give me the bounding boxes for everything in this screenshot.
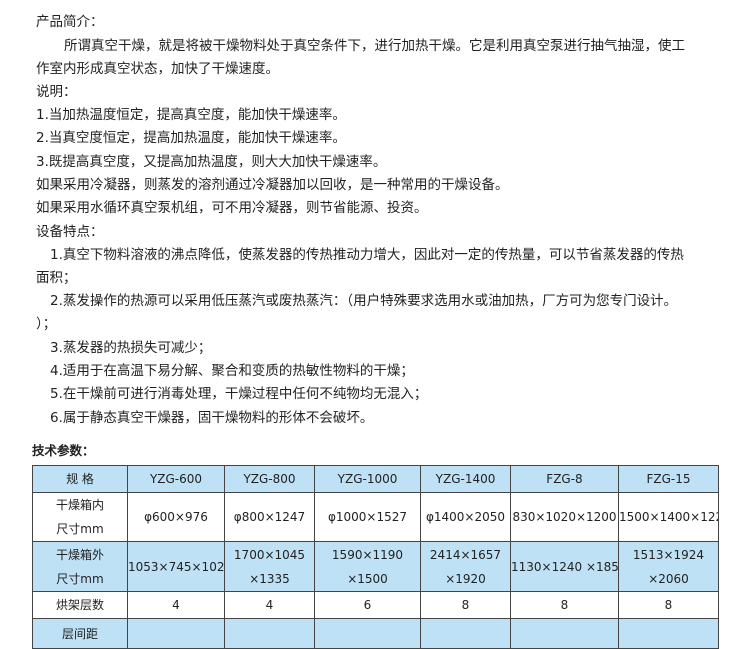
value-cell: 1053×745×1020 <box>127 541 225 592</box>
header-cell: YZG-800 <box>224 465 315 493</box>
intro-paragraph-line: 作室内形成真空状态，加快了干燥速度。 <box>36 61 279 77</box>
value-line: ×1920 <box>445 571 486 586</box>
value-cell <box>618 618 719 649</box>
row-label-cell: 烘架层数 <box>32 591 128 619</box>
value-line: 1700×1045 <box>233 547 306 562</box>
header-cell: FZG-15 <box>618 465 719 493</box>
note-item: 1.当加热温度恒定，提高真空度，能加快干燥速率。 <box>36 107 346 123</box>
note-item: 2.当真空度恒定，提高加热温度，能加快干燥速率。 <box>36 130 346 146</box>
table-header-row: 规 格 YZG-600 YZG-800 YZG-1000 YZG-1400 FZG-8 FZ… <box>32 465 719 493</box>
value-line: φ1400×2050 <box>425 510 506 524</box>
value-cell: φ1000×1527 <box>314 492 421 542</box>
value-cell: 1500×1400×1220 <box>618 492 719 542</box>
value-line: 1590×1190 <box>331 547 404 562</box>
value-cell: 4 <box>224 591 315 619</box>
note-item: 如果采用冷凝器，则蒸发的溶剂通过冷凝器加以回收，是一种常用的干燥设备。 <box>36 177 509 193</box>
value-cell: 1700×1045 ×1335 <box>224 541 315 592</box>
value-cell: 4 <box>127 591 225 619</box>
row-label-cell: 层间距 <box>32 618 128 649</box>
value-cell: 2414×1657 ×1920 <box>420 541 511 592</box>
value-line: ×1335 <box>249 571 290 586</box>
row-label: 层间距 <box>61 626 98 641</box>
value-line: 1130×1240 ×1850 <box>511 559 619 574</box>
header-cell: YZG-1000 <box>314 465 421 493</box>
table-row: 干燥箱外 尺寸mm 1053×745×1020 1700×1045 ×1335 1590×… <box>32 541 719 592</box>
value-cell: φ800×1247 <box>224 492 315 542</box>
value-line: ×2060 <box>648 571 689 586</box>
feature-line: 面积； <box>36 270 77 286</box>
table-row: 干燥箱内尺寸mm φ600×976 φ800×1247 φ1000×1527 φ1400… <box>32 492 719 542</box>
value-cell: φ1400×2050 <box>420 492 511 542</box>
row-label-unit: 尺寸mm <box>56 522 104 536</box>
value-cell <box>420 618 511 649</box>
value-cell <box>510 618 619 649</box>
value-line: 6 <box>363 598 372 612</box>
specs-table: 规 格 YZG-600 YZG-800 YZG-1000 YZG-1400 FZG-8 FZ… <box>32 465 719 649</box>
value-cell: 1590×1190 ×1500 <box>314 541 421 592</box>
value-cell: φ600×976 <box>127 492 225 542</box>
row-label: 烘架层数 <box>55 598 104 612</box>
value-cell: 8 <box>420 591 511 619</box>
intro-paragraph-line: 所谓真空干燥，就是将被干燥物料处于真空条件下，进行加热干燥。它是利用真空泵进行抽… <box>64 38 685 54</box>
value-cell <box>127 618 225 649</box>
value-line: 2414×1657 <box>429 547 502 562</box>
feature-line: 3.蒸发器的热损失可减少； <box>50 340 212 356</box>
header-cell: 规 格 <box>32 465 128 493</box>
value-line: 4 <box>265 598 274 612</box>
table-row: 烘架层数 4 4 6 8 8 8 <box>32 591 719 619</box>
value-line: 4 <box>172 598 180 612</box>
feature-line: 4.适用于在高温下易分解、聚合和变质的热敏性物料的干燥； <box>50 363 414 379</box>
value-cell: 830×1020×1200 <box>510 492 619 542</box>
value-cell: 1130×1240 ×1850 <box>510 541 619 592</box>
value-cell: 8 <box>618 591 719 619</box>
intro-title: 产品简介： <box>36 14 104 30</box>
value-line: 1513×1924 <box>632 547 705 562</box>
row-label-unit: 尺寸mm <box>56 571 104 586</box>
specs-title: 技术参数： <box>32 443 95 458</box>
value-cell: 8 <box>510 591 619 619</box>
value-line: 8 <box>664 598 673 612</box>
value-line: φ800×1247 <box>233 510 306 524</box>
value-line: 8 <box>461 598 470 612</box>
note-item: 如果采用水循环真空泵机组，可不用冷凝器，则节省能源、投资。 <box>36 200 428 216</box>
value-line: 1053×745×1020 <box>128 559 225 574</box>
feature-line: 5.在干燥前可进行消毒处理，干燥过程中任何不纯物均无混入； <box>50 386 428 402</box>
value-cell: 1513×1924 ×2060 <box>618 541 719 592</box>
row-label-cell: 干燥箱外尺寸mm <box>32 541 128 592</box>
features-title: 设备特点： <box>36 224 104 240</box>
value-line: 1500×1400×1220 <box>619 510 718 524</box>
value-cell: 6 <box>314 591 421 619</box>
value-line: φ1000×1527 <box>327 510 408 524</box>
value-line: ×1500 <box>347 571 388 586</box>
header-cell: YZG-1400 <box>420 465 511 493</box>
table-row: 层间距 <box>32 618 719 649</box>
row-label-cell: 干燥箱内尺寸mm <box>32 492 128 542</box>
value-line: 830×1020×1200 <box>512 510 617 524</box>
value-line: 8 <box>560 598 569 612</box>
feature-line: ）； <box>36 316 57 332</box>
value-line: φ600×976 <box>144 510 208 524</box>
header-cell: FZG-8 <box>510 465 619 493</box>
value-cell <box>314 618 421 649</box>
feature-line: 2.蒸发操作的热源可以采用低压蒸汽或废热蒸汽：（用户特殊要求选用水或油加热，厂方… <box>50 293 678 309</box>
header-cell: YZG-600 <box>127 465 225 493</box>
row-label: 干燥箱内 <box>55 498 104 512</box>
feature-line: 1.真空下物料溶液的沸点降低，使蒸发器的传热推动力增大，因此对一定的传热量，可以… <box>50 247 684 263</box>
value-cell <box>224 618 315 649</box>
feature-line: 6.属于静态真空干燥器，固干燥物料的形体不会破坏。 <box>50 410 374 426</box>
note-item: 3.既提高真空度，又提高加热温度，则大大加快干燥速率。 <box>36 154 387 170</box>
notes-title: 说明： <box>36 84 77 100</box>
row-label: 干燥箱外 <box>55 547 104 562</box>
